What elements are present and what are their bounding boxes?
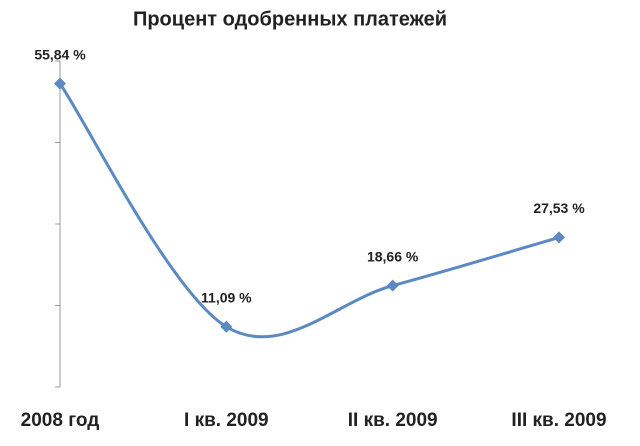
marker xyxy=(220,320,233,333)
chart-title: Процент одобренных платежей xyxy=(133,8,447,30)
marker xyxy=(553,231,565,244)
x-tick-label: I кв. 2009 xyxy=(184,410,269,431)
marker xyxy=(54,77,66,90)
x-tick-label: 2008 год xyxy=(21,410,100,431)
data-label: 27,53 % xyxy=(533,200,585,216)
data-label: 18,66 % xyxy=(367,248,419,264)
x-tick-label: III кв. 2009 xyxy=(511,410,606,431)
data-label: 55,84 % xyxy=(34,46,86,62)
x-tick-label: II кв. 2009 xyxy=(348,410,438,431)
data-label: 11,09 % xyxy=(201,289,252,305)
line xyxy=(58,82,560,339)
marker xyxy=(386,279,399,292)
